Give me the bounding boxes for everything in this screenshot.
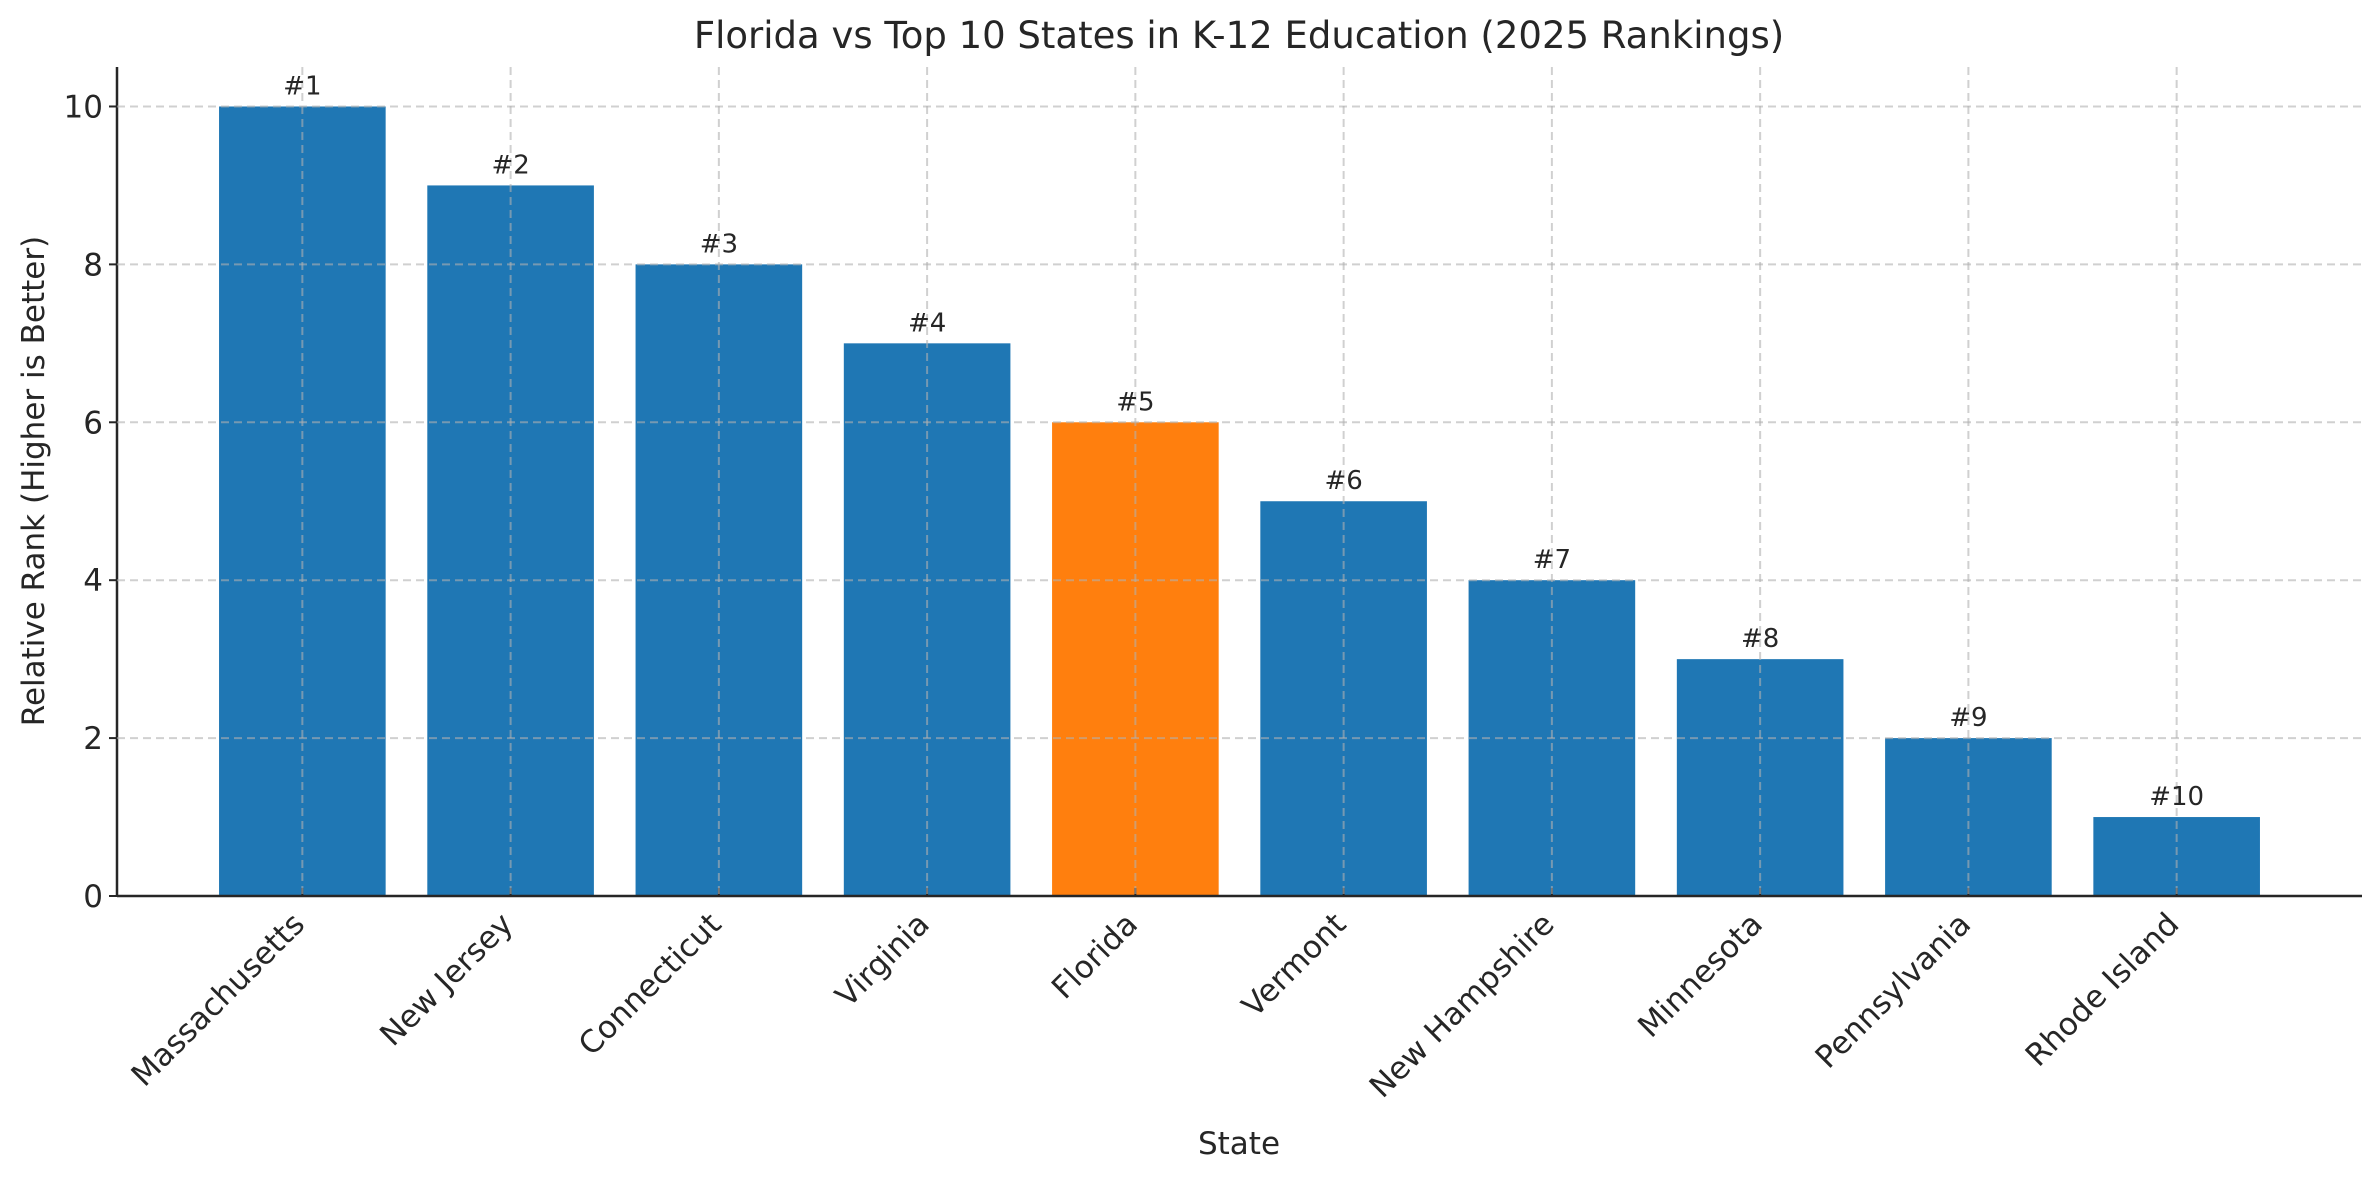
x-tick-label: Pennsylvania [1809, 906, 1978, 1075]
x-tick-label: Virginia [829, 906, 937, 1014]
data-label: #2 [491, 150, 529, 180]
data-label: #1 [283, 71, 321, 101]
y-tick-label: 8 [83, 247, 103, 283]
data-label: #8 [1741, 624, 1779, 654]
data-label: #7 [1533, 545, 1571, 575]
y-tick-label: 2 [83, 721, 103, 757]
grid-lines [117, 67, 2362, 896]
y-tick-label: 4 [83, 563, 103, 599]
x-tick-label: Massachusetts [125, 906, 312, 1093]
data-label: #10 [2149, 782, 2204, 812]
x-axis-label: State [1198, 1126, 1280, 1162]
x-tick-label: Minnesota [1631, 906, 1770, 1045]
y-axis-label: Relative Rank (Higher is Better) [16, 236, 52, 726]
x-tick-label: Connecticut [572, 906, 729, 1063]
bars [219, 106, 2260, 896]
data-label: #6 [1324, 466, 1362, 496]
chart-title: Florida vs Top 10 States in K-12 Educati… [694, 14, 1784, 57]
data-label: #9 [1949, 703, 1987, 733]
x-tick-label: New Jersey [373, 906, 520, 1053]
x-tick-label: Vermont [1235, 906, 1353, 1024]
labels: #1 #2 #3 #4 #5 #6 #7 #8 #9 #10 [117, 67, 2362, 896]
y-tick-label: 6 [83, 405, 103, 441]
data-label: #5 [1116, 387, 1154, 417]
x-tick-label: Florida [1045, 906, 1145, 1006]
data-label: #3 [700, 229, 738, 259]
y-tick-label: 10 [64, 89, 103, 125]
bar-pennsylvania [1885, 738, 2052, 896]
data-label: #4 [908, 308, 946, 338]
x-tick-label: Rhode Island [2019, 906, 2187, 1074]
x-tick-label: New Hampshire [1363, 906, 1562, 1105]
bar-rhode-island [2093, 817, 2260, 896]
y-tick-label: 0 [83, 879, 103, 915]
